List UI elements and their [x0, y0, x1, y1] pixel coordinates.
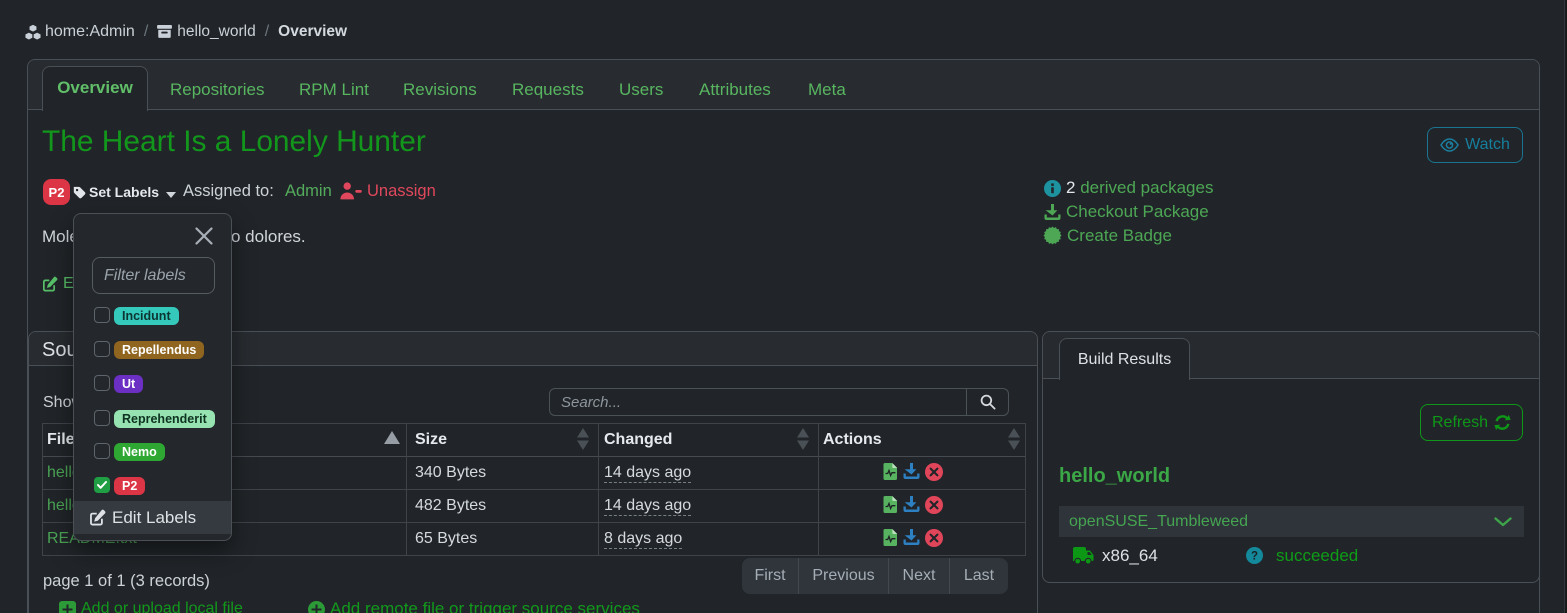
svg-text:?: ? — [1251, 551, 1258, 563]
